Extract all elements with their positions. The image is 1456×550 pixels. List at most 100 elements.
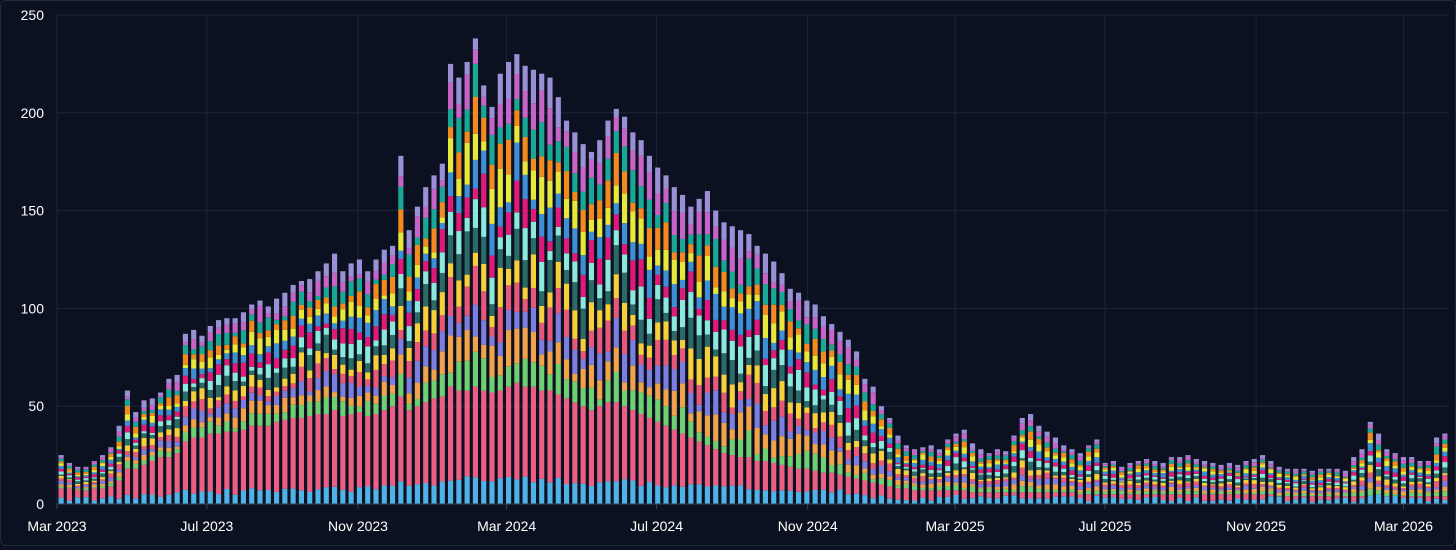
bar-segment	[721, 412, 727, 423]
bar	[1342, 470, 1348, 504]
bar-segment	[713, 319, 719, 332]
bar-segment	[895, 435, 901, 441]
bar-segment	[381, 381, 387, 396]
bar-segment	[133, 448, 139, 453]
bar-segment	[862, 384, 868, 393]
bar-segment	[1251, 459, 1257, 463]
bar-segment	[812, 470, 818, 490]
bar-segment	[315, 271, 321, 281]
bar-segment	[1309, 492, 1315, 495]
bar-segment	[182, 401, 188, 407]
bar-segment	[754, 294, 760, 302]
bar-segment	[464, 217, 470, 232]
bar-segment	[588, 486, 594, 504]
bar-segment	[1011, 484, 1017, 491]
bar-segment	[953, 482, 959, 485]
bar-segment	[713, 440, 719, 450]
bar-segment	[605, 158, 611, 181]
bar-segment	[1110, 467, 1116, 471]
bar-segment	[398, 209, 404, 233]
bar-segment	[1177, 457, 1183, 461]
bar-segment	[555, 363, 561, 395]
bar-segment	[207, 372, 213, 381]
bar-segment	[282, 419, 288, 489]
bar-segment	[431, 252, 437, 259]
bar-segment	[83, 490, 89, 498]
bar-segment	[837, 354, 843, 362]
bar-segment	[845, 450, 851, 460]
bar	[1392, 453, 1398, 504]
bar-segment	[332, 392, 338, 397]
bar-segment	[166, 494, 172, 504]
bar-segment	[580, 274, 586, 297]
bar-segment	[423, 330, 429, 347]
bar-segment	[820, 395, 826, 400]
bar-segment	[1251, 476, 1257, 478]
bar-segment	[961, 490, 967, 499]
bar-segment	[646, 318, 652, 334]
bar-segment	[671, 429, 677, 486]
bar-segment	[1160, 494, 1166, 500]
bar-segment	[1334, 476, 1340, 479]
bar-segment	[663, 425, 669, 488]
bar-segment	[588, 231, 594, 241]
bar-segment	[1235, 487, 1241, 489]
bar-segment	[489, 255, 495, 278]
bar-segment	[66, 487, 72, 489]
bar-segment	[373, 369, 379, 388]
bar-segment	[738, 346, 744, 374]
bar-segment	[936, 460, 942, 464]
bar-segment	[1044, 470, 1050, 473]
bar-segment	[655, 215, 661, 228]
bar-segment	[646, 395, 652, 418]
bar-segment	[307, 301, 313, 308]
bar-segment	[456, 322, 462, 337]
bar-segment	[290, 366, 296, 374]
bar-segment	[945, 490, 951, 497]
bar-segment	[555, 141, 561, 163]
bar-segment	[1144, 488, 1150, 492]
bar-segment	[870, 423, 876, 433]
bar-segment	[472, 49, 478, 64]
bar-segment	[1359, 460, 1365, 464]
bar-segment	[381, 329, 387, 346]
bar-segment	[1210, 487, 1216, 490]
bar-segment	[149, 422, 155, 427]
bar-segment	[870, 447, 876, 454]
bar-segment	[820, 389, 826, 396]
bar	[1044, 431, 1050, 504]
bar-segment	[680, 261, 686, 280]
bar-segment	[1003, 451, 1009, 455]
bar-segment	[373, 414, 379, 490]
bar-segment	[66, 475, 72, 478]
bar-segment	[688, 421, 694, 438]
bar-segment	[232, 352, 238, 364]
bar-segment	[1127, 465, 1133, 468]
bar-segment	[1061, 475, 1067, 478]
bar-segment	[829, 329, 835, 345]
bar-segment	[182, 441, 188, 490]
bar-segment	[1094, 452, 1100, 458]
bar-segment	[1351, 489, 1357, 493]
bar-segment	[207, 433, 213, 492]
bar-segment	[1036, 479, 1042, 486]
bar-segment	[572, 483, 578, 504]
bar-segment	[1392, 476, 1398, 480]
bar-segment	[133, 460, 139, 464]
bar-segment	[738, 293, 744, 302]
bar-segment	[431, 369, 437, 381]
bar	[282, 292, 288, 504]
bar	[240, 312, 246, 504]
bar-segment	[1376, 469, 1382, 477]
bar-segment	[1301, 475, 1307, 479]
bar-segment	[365, 281, 371, 295]
bar-segment	[530, 362, 536, 387]
bar-segment	[315, 401, 321, 415]
bar-segment	[390, 348, 396, 361]
bar-segment	[1334, 480, 1340, 483]
bar-segment	[555, 193, 561, 208]
bar-segment	[1185, 494, 1191, 502]
bar-segment	[1036, 444, 1042, 452]
bar	[390, 245, 396, 504]
bar-segment	[1061, 468, 1067, 473]
